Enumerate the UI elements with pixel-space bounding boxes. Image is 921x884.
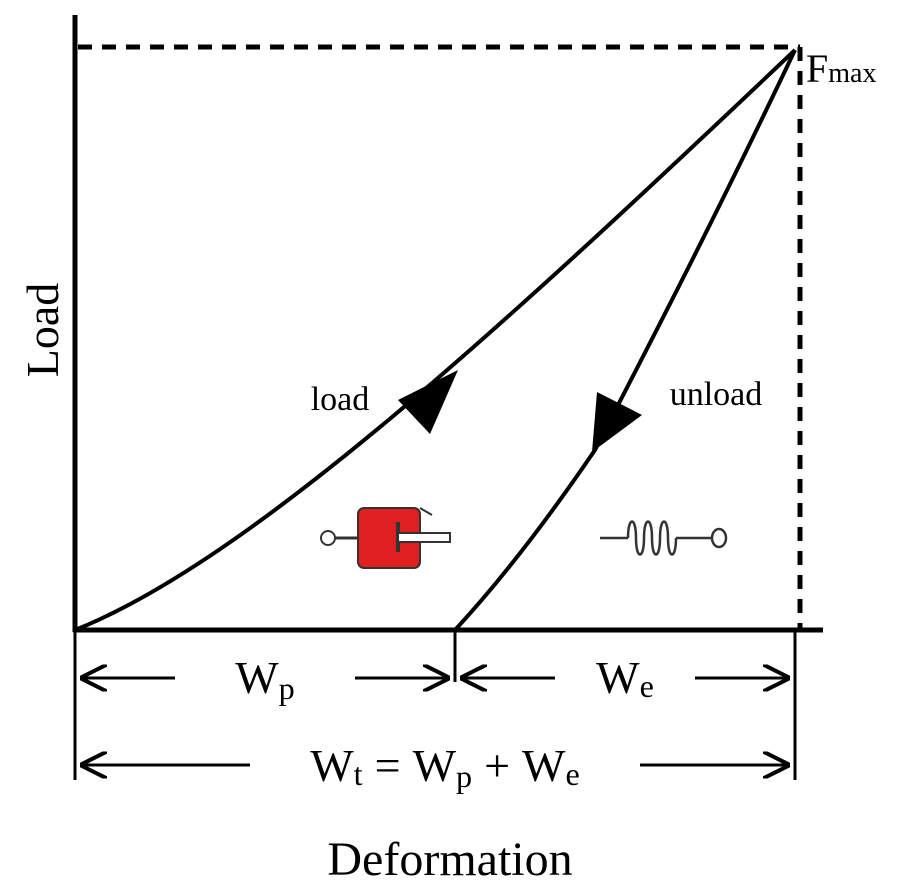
diagram: Load Deformation Fmax load unload Wp We …	[0, 0, 921, 884]
text: e	[640, 668, 654, 704]
unload-curve	[455, 50, 795, 630]
load-label: load	[311, 381, 370, 418]
text: t	[354, 756, 363, 792]
dashpot-icon	[321, 508, 450, 568]
text: +	[484, 740, 510, 791]
wp-label: Wp	[235, 652, 295, 706]
text: =	[375, 740, 401, 791]
y-axis-label: Load	[17, 283, 68, 378]
unload-label: unload	[670, 376, 763, 413]
x-axis-label: Deformation	[327, 833, 572, 884]
text: F	[806, 46, 828, 91]
text: W	[310, 740, 354, 791]
spring-icon	[600, 522, 726, 555]
equation: Wt=Wp+We	[310, 740, 580, 794]
text: e	[565, 756, 579, 792]
text: W	[596, 652, 640, 703]
text: p	[456, 758, 472, 794]
unload-arrow	[592, 392, 642, 452]
load-arrow	[398, 370, 458, 434]
we-label: We	[596, 652, 654, 704]
text: max	[828, 58, 876, 89]
text: p	[279, 670, 295, 706]
fmax-label: Fmax	[806, 46, 876, 91]
text: W	[522, 740, 566, 791]
text: W	[235, 652, 279, 703]
text: W	[413, 740, 457, 791]
